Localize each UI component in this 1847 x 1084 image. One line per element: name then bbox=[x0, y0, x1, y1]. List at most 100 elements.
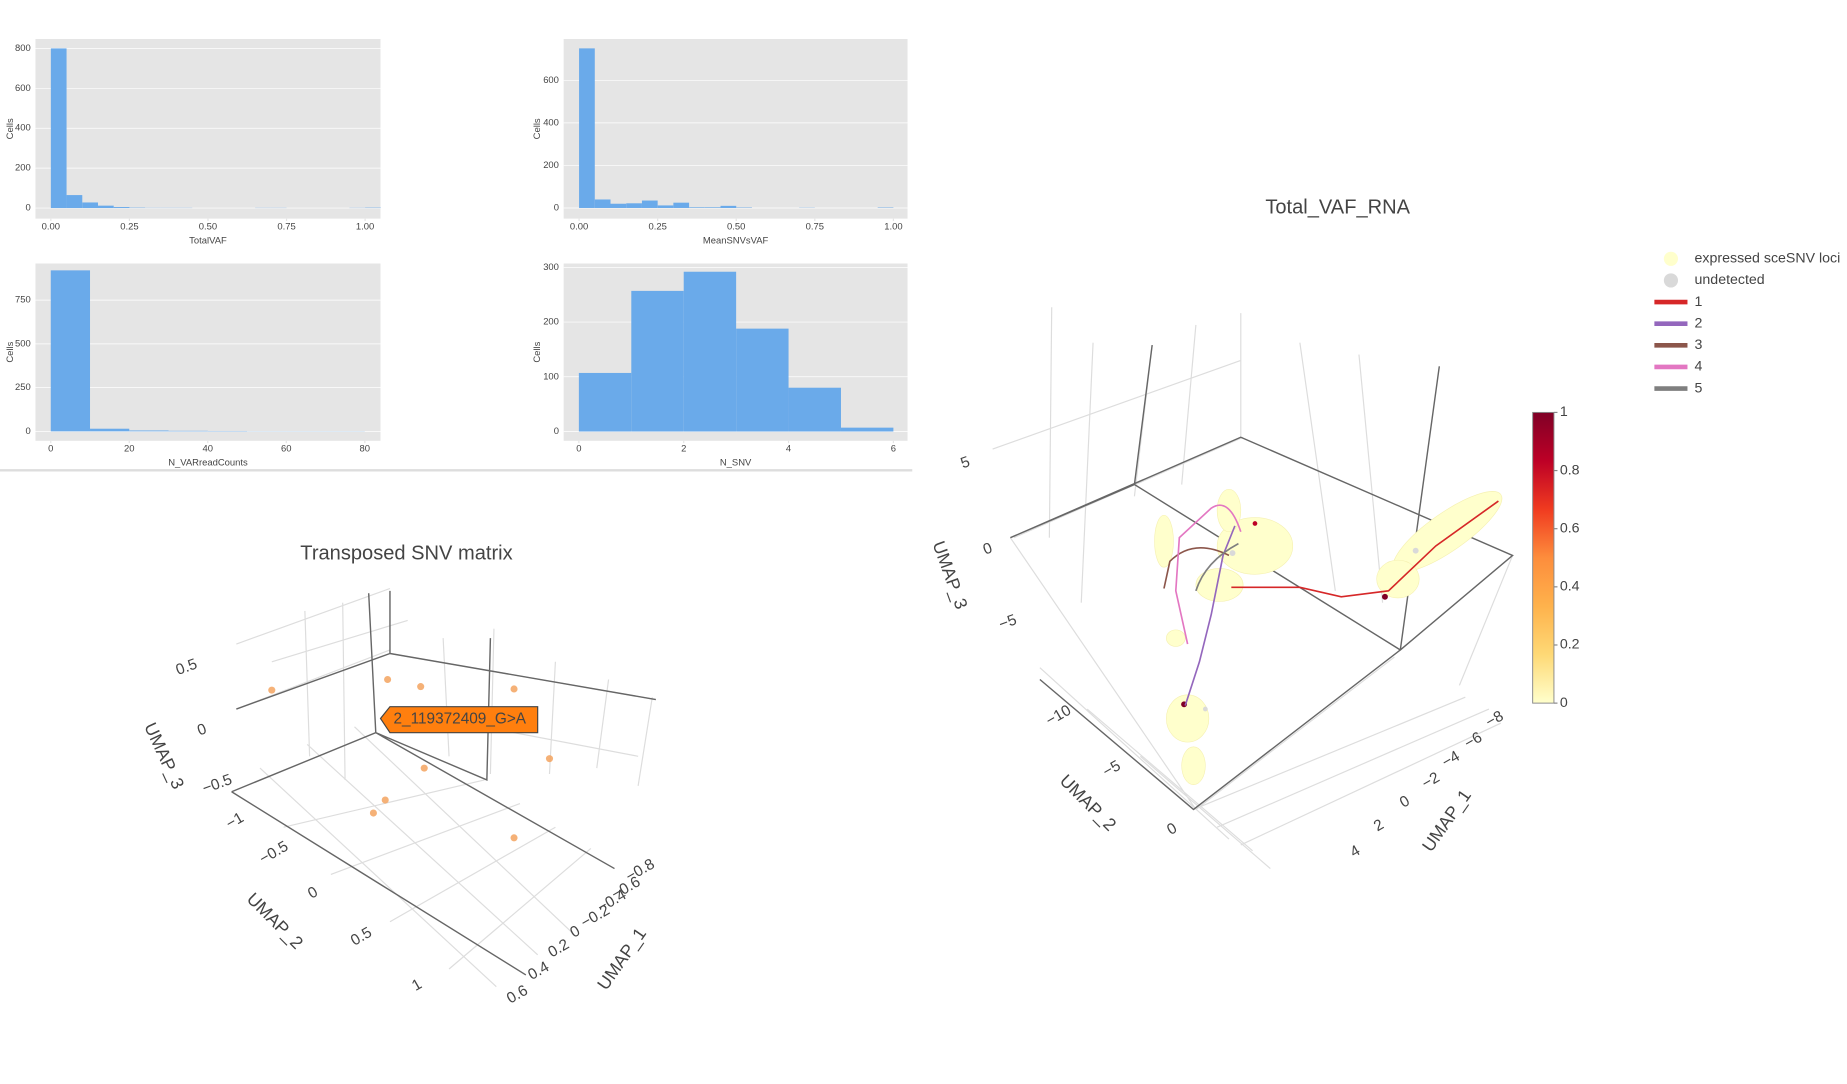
axis-tick-label: 1 bbox=[409, 976, 425, 995]
axis-tick-label: −5 bbox=[1100, 757, 1124, 780]
legend-label: expressed sceSNV loci bbox=[1695, 251, 1841, 267]
bar bbox=[578, 372, 632, 432]
x-tick-label: 60 bbox=[281, 444, 291, 455]
x-tick-label: 4 bbox=[786, 444, 791, 455]
x-axis-title: MeanSNVsVAF bbox=[703, 236, 769, 247]
axis-tick-label: 0.5 bbox=[174, 656, 200, 679]
y-axis-title: Cells bbox=[532, 341, 543, 362]
colorbar-tick-label: 0.6 bbox=[1560, 520, 1580, 536]
bar bbox=[97, 205, 114, 209]
plot-background bbox=[563, 39, 908, 219]
colorbar bbox=[1532, 411, 1555, 704]
axis-title: UMAP_2 bbox=[1055, 771, 1120, 836]
bar bbox=[840, 427, 894, 432]
axis-title: UMAP_1 bbox=[593, 924, 651, 994]
plot-background bbox=[35, 263, 381, 441]
axis-tick-label: 0 bbox=[1397, 793, 1413, 812]
trajectories bbox=[1163, 500, 1499, 706]
x-tick-label: 20 bbox=[124, 444, 135, 455]
bar bbox=[704, 207, 721, 208]
bar bbox=[50, 270, 91, 432]
bar bbox=[657, 205, 674, 208]
bar bbox=[720, 205, 737, 208]
x-tick-label: 6 bbox=[891, 444, 896, 455]
x-tick-label: 2 bbox=[681, 444, 686, 455]
axis-tick-label: −1 bbox=[223, 809, 247, 832]
x-tick-label: 0.00 bbox=[42, 221, 60, 232]
axis-tick-label: −4 bbox=[1439, 748, 1463, 772]
colorbar-tick-label: 0.8 bbox=[1560, 462, 1580, 478]
y-tick-label: 400 bbox=[543, 117, 559, 128]
x-tick-label: 1.00 bbox=[884, 221, 902, 232]
bar bbox=[610, 203, 627, 208]
axis-tick-label: −2 bbox=[1419, 769, 1443, 792]
axis-title: UMAP_3 bbox=[139, 719, 188, 792]
x-tick-label: 1.00 bbox=[356, 221, 374, 232]
legend-label: 2 bbox=[1695, 315, 1703, 331]
bar bbox=[594, 199, 611, 208]
bar bbox=[50, 48, 67, 209]
y-axis-title: Cells bbox=[5, 118, 16, 139]
x-tick-label: 0.50 bbox=[727, 221, 745, 232]
points bbox=[268, 675, 554, 842]
chart-title: Total_VAF_RNA bbox=[1265, 196, 1410, 218]
legend-marker bbox=[1663, 273, 1679, 288]
y-tick-label: 800 bbox=[15, 43, 31, 54]
y-tick-label: 250 bbox=[15, 382, 31, 393]
axis-tick-label: 4 bbox=[1347, 842, 1363, 861]
axis-tick-label: 5 bbox=[958, 453, 972, 472]
legend-marker bbox=[1663, 251, 1679, 266]
axis-tick-label: −0.5 bbox=[257, 838, 292, 868]
bar bbox=[626, 203, 642, 208]
axis-tick-label: −8 bbox=[1483, 708, 1507, 731]
bar bbox=[736, 328, 789, 432]
y-tick-label: 750 bbox=[15, 295, 31, 306]
bar bbox=[129, 430, 169, 432]
axis-tick-label: 2 bbox=[1371, 816, 1387, 835]
axis-tick-label: −10 bbox=[1043, 702, 1074, 730]
axis-title: UMAP_2 bbox=[242, 889, 307, 954]
x-tick-label: 0.75 bbox=[806, 221, 824, 232]
legend-label: 4 bbox=[1695, 359, 1703, 375]
chart-title: Transposed SNV matrix bbox=[300, 543, 512, 565]
colorbar-tick-label: 0.4 bbox=[1560, 579, 1580, 595]
bar bbox=[631, 290, 684, 432]
axis-tick-label: 0.4 bbox=[525, 958, 552, 984]
hover-label: 2_119372409_G>A bbox=[394, 711, 527, 728]
x-axis-title: N_VARreadCounts bbox=[168, 458, 248, 469]
bar bbox=[641, 200, 658, 208]
point-clusters bbox=[1154, 488, 1503, 785]
y-tick-label: 0 bbox=[25, 426, 30, 437]
bar bbox=[66, 195, 83, 209]
x-tick-label: 0.00 bbox=[570, 221, 588, 232]
legend-label: 5 bbox=[1695, 380, 1703, 396]
x-axis-title: TotalVAF bbox=[189, 236, 227, 247]
axis-tick-label: −5 bbox=[997, 611, 1019, 633]
y-tick-label: 300 bbox=[543, 262, 559, 273]
legend-label: undetected bbox=[1695, 272, 1765, 288]
y-axis-title: Cells bbox=[5, 341, 16, 362]
axis-tick-label: 0 bbox=[567, 922, 583, 941]
axis-tick-label: 0.5 bbox=[348, 924, 375, 949]
axes bbox=[231, 590, 656, 976]
axis-tick-label: −6 bbox=[1462, 729, 1486, 752]
y-tick-label: 600 bbox=[15, 83, 31, 94]
y-tick-label: 0 bbox=[554, 426, 559, 437]
axis-title: UMAP_3 bbox=[928, 538, 972, 612]
axis-tick-label: −0.5 bbox=[200, 771, 234, 797]
x-tick-label: 0.25 bbox=[120, 221, 138, 232]
y-tick-label: 0 bbox=[25, 203, 30, 214]
colorbar-tick-label: 0.2 bbox=[1560, 637, 1580, 653]
axis-tick-label: 0 bbox=[1164, 820, 1180, 839]
axis-tick-label: 0.6 bbox=[504, 982, 531, 1007]
axis-tick-label: 0.2 bbox=[545, 936, 572, 961]
bar bbox=[168, 430, 208, 432]
y-tick-label: 500 bbox=[15, 338, 31, 349]
bar bbox=[788, 387, 841, 432]
bar bbox=[683, 271, 737, 432]
hover-box bbox=[379, 706, 539, 734]
x-tick-label: 0.25 bbox=[648, 221, 666, 232]
legend-label: 1 bbox=[1695, 294, 1703, 310]
